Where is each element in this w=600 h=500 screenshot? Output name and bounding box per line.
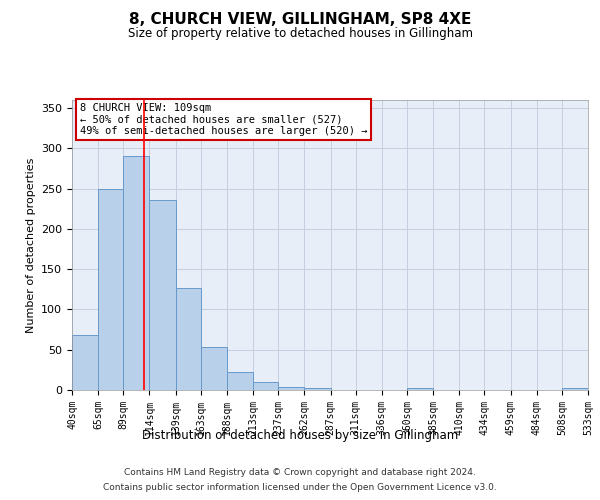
Y-axis label: Number of detached properties: Number of detached properties: [26, 158, 35, 332]
Bar: [176, 288, 201, 390]
Bar: [253, 382, 278, 390]
Bar: [149, 200, 176, 390]
Text: 8 CHURCH VIEW: 109sqm
← 50% of detached houses are smaller (527)
49% of semi-det: 8 CHURCH VIEW: 109sqm ← 50% of detached …: [80, 103, 367, 136]
Text: 8, CHURCH VIEW, GILLINGHAM, SP8 4XE: 8, CHURCH VIEW, GILLINGHAM, SP8 4XE: [129, 12, 471, 28]
Bar: [98, 188, 123, 390]
Bar: [278, 387, 304, 390]
Bar: [227, 372, 253, 390]
Bar: [407, 388, 433, 390]
Bar: [304, 388, 331, 390]
Bar: [562, 388, 588, 390]
Bar: [72, 335, 98, 390]
Bar: [123, 156, 149, 390]
Text: Size of property relative to detached houses in Gillingham: Size of property relative to detached ho…: [128, 28, 473, 40]
Text: Contains public sector information licensed under the Open Government Licence v3: Contains public sector information licen…: [103, 483, 497, 492]
Bar: [201, 348, 227, 390]
Text: Contains HM Land Registry data © Crown copyright and database right 2024.: Contains HM Land Registry data © Crown c…: [124, 468, 476, 477]
Text: Distribution of detached houses by size in Gillingham: Distribution of detached houses by size …: [142, 428, 458, 442]
